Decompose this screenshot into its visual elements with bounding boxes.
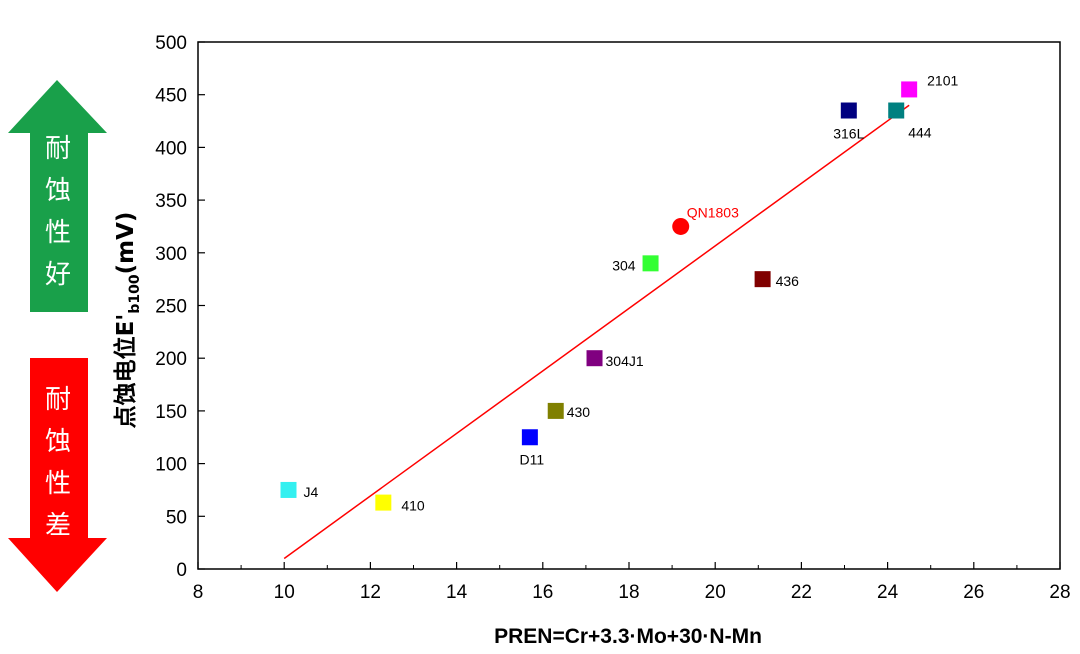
point-label-316l: 316L bbox=[833, 126, 864, 142]
point-label-2101: 2101 bbox=[927, 72, 958, 88]
bad-arrow: 耐 蚀 性 差 bbox=[8, 358, 107, 592]
x-tick-label: 14 bbox=[446, 582, 468, 603]
point-label-436: 436 bbox=[776, 273, 800, 289]
y-tick-label: 100 bbox=[155, 455, 187, 476]
y-axis-label-main: 点蚀电位E' bbox=[112, 314, 139, 429]
good-label-1: 耐 bbox=[45, 134, 71, 164]
x-tick-label: 16 bbox=[532, 582, 553, 603]
point-qn1803 bbox=[672, 217, 690, 235]
y-tick-label: 450 bbox=[155, 86, 187, 107]
point-label-304: 304 bbox=[612, 257, 636, 273]
point-304j1 bbox=[586, 350, 603, 367]
plot-frame bbox=[197, 41, 1061, 570]
y-tick-label: 150 bbox=[155, 402, 187, 423]
x-axis-label: PREN=Cr+3.3·Mo+30·N-Mn bbox=[494, 625, 762, 648]
point-label-qn1803: QN1803 bbox=[687, 204, 739, 220]
point-label-410: 410 bbox=[401, 498, 425, 514]
point-304 bbox=[642, 255, 659, 272]
bad-label-4: 差 bbox=[45, 511, 71, 541]
x-tick-label: 12 bbox=[360, 582, 381, 603]
point-444 bbox=[888, 102, 905, 119]
y-tick-label: 350 bbox=[155, 191, 187, 212]
points-layer: J4 410 D11 430 304J1 304 QN1803 436 316L 444 2101 bbox=[280, 72, 959, 514]
y-axis-label-unit: (mV) bbox=[113, 212, 139, 275]
good-label-3: 性 bbox=[45, 218, 71, 248]
y-tick-label: 0 bbox=[176, 560, 187, 581]
x-tick-label: 20 bbox=[705, 582, 726, 603]
point-label-j4: J4 bbox=[304, 484, 319, 500]
x-tick-label: 24 bbox=[877, 582, 899, 603]
bad-label-3: 性 bbox=[45, 469, 71, 499]
good-arrow: 耐 蚀 性 好 bbox=[8, 80, 107, 312]
x-tick-label: 22 bbox=[791, 582, 812, 603]
point-2101 bbox=[901, 81, 918, 98]
good-label-4: 好 bbox=[45, 260, 71, 290]
x-axis: 8 10 12 14 16 18 20 22 24 26 28 bbox=[193, 562, 1071, 603]
good-label-2: 蚀 bbox=[45, 176, 71, 206]
point-label-444: 444 bbox=[908, 125, 932, 141]
x-tick-label: 18 bbox=[618, 582, 639, 603]
point-316l bbox=[840, 102, 857, 119]
trendline bbox=[283, 104, 910, 560]
bad-label-2: 蚀 bbox=[45, 427, 71, 457]
x-tick-label: 10 bbox=[274, 582, 295, 603]
point-label-304j1: 304J1 bbox=[606, 353, 644, 369]
point-410 bbox=[375, 494, 392, 511]
y-axis: 0 50 100 150 200 250 300 350 400 450 500 bbox=[155, 33, 205, 581]
y-tick-label: 200 bbox=[155, 349, 187, 370]
x-tick-label: 28 bbox=[1049, 582, 1070, 603]
y-tick-label: 50 bbox=[166, 507, 187, 528]
bad-label-1: 耐 bbox=[45, 385, 71, 415]
y-axis-label-sub: b100 bbox=[127, 274, 143, 314]
bad-arrow-icon bbox=[8, 358, 107, 592]
x-tick-label: 26 bbox=[963, 582, 984, 603]
y-tick-label: 500 bbox=[155, 33, 187, 54]
point-430 bbox=[547, 402, 564, 419]
trendline-layer bbox=[283, 104, 910, 560]
y-tick-label: 400 bbox=[155, 138, 187, 159]
y-tick-label: 250 bbox=[155, 297, 187, 318]
y-axis-label: 点蚀电位E'b100(mV) bbox=[112, 212, 143, 429]
y-tick-label: 300 bbox=[155, 244, 187, 265]
point-436 bbox=[754, 271, 771, 288]
point-d11 bbox=[521, 429, 538, 446]
good-arrow-icon bbox=[8, 80, 107, 312]
point-j4 bbox=[280, 481, 297, 498]
point-label-430: 430 bbox=[567, 404, 591, 420]
x-tick-label: 8 bbox=[193, 582, 204, 603]
point-label-d11: D11 bbox=[520, 451, 545, 467]
